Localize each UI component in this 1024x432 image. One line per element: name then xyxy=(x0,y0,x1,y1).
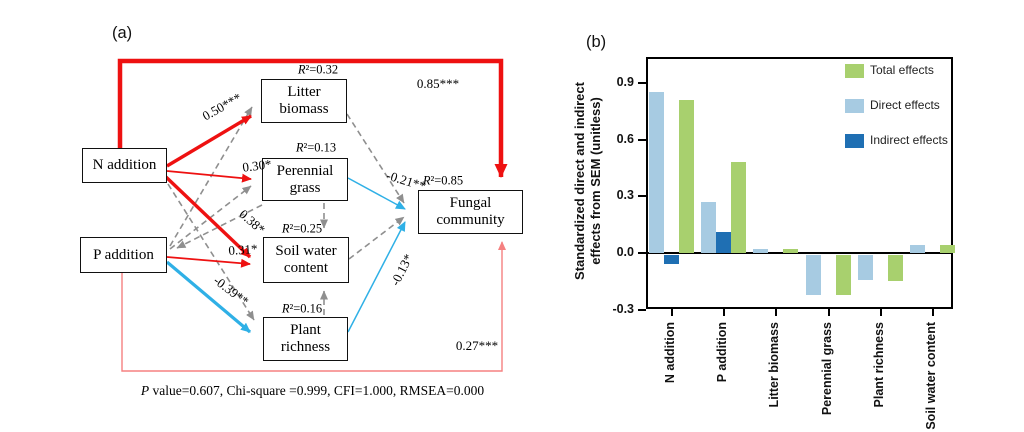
box-p-addition-label: P addition xyxy=(93,246,154,263)
bar-indirect-effects-n-addition xyxy=(664,255,679,264)
path-plant-richness-to-fungal-community xyxy=(347,221,406,333)
x-tick-mark xyxy=(723,309,725,316)
y-tick-mark xyxy=(638,82,646,84)
box-p-addition: P addition xyxy=(80,237,167,273)
path-n-addition-to-fungal-community xyxy=(117,58,508,178)
path-p-addition-to-fungal-community xyxy=(121,241,506,372)
box-plant-richness: Plant richness xyxy=(263,317,348,361)
fit-statistics-p: P xyxy=(140,383,150,398)
x-tick-mark xyxy=(880,309,882,316)
path-p-addition-to-litter-biomass xyxy=(169,106,253,247)
box-fungal-community: Fungal community xyxy=(418,190,523,234)
box-fungal-community-label: Fungal community xyxy=(436,195,505,228)
y-tick-mark xyxy=(638,195,646,197)
coef-n-to-fungal: 0.85*** xyxy=(416,76,460,91)
bar-direct-effects-n-addition xyxy=(649,92,664,253)
bar-total-effects-litter-biomass xyxy=(783,249,798,253)
legend-label-indirect-effects: Indirect effects xyxy=(870,133,948,147)
path-perennial-grass-to-fungal-community xyxy=(347,177,406,210)
bar-total-effects-p-addition xyxy=(731,162,746,253)
r2-fungal-community: R²=0.85 xyxy=(422,173,464,188)
box-perennial-grass-label: Perennial grass xyxy=(276,162,334,196)
path-n-addition-to-plant-richness xyxy=(167,183,255,321)
r2-plant-richness: R²=0.16 xyxy=(281,301,323,316)
y-tick-label: 0.0 xyxy=(616,245,634,259)
y-tick-label: 0.3 xyxy=(616,188,634,202)
legend-swatch-total-effects xyxy=(845,64,864,78)
x-tick-mark xyxy=(932,309,934,316)
path-n-addition-to-soil-water xyxy=(164,175,252,259)
box-plant-richness-label: Plant richness xyxy=(280,322,331,355)
path-litter-biomass-to-fungal-community xyxy=(346,113,405,204)
plot-area xyxy=(646,57,955,309)
path-p-addition-to-plant-richness xyxy=(165,260,252,334)
bar-total-effects-plant-richness xyxy=(888,255,903,281)
y-tick-label: 0.6 xyxy=(616,132,634,146)
x-tick-mark xyxy=(775,309,777,316)
y-tick-mark xyxy=(638,139,646,141)
r2-litter-biomass: R²=0.32 xyxy=(297,62,339,77)
box-n-addition-label: N addition xyxy=(92,157,157,174)
path-perennial-grass-to-p-addition xyxy=(176,204,263,249)
path-p-addition-to-soil-water xyxy=(166,256,251,268)
fit-statistics: P value=0.607, Chi-square =0.999, CFI=1.… xyxy=(110,383,515,399)
path-n-addition-to-perennial-grass xyxy=(166,170,252,183)
bar-direct-effects-p-addition xyxy=(701,202,716,253)
bar-direct-effects-perennial-grass xyxy=(806,255,821,295)
zero-line xyxy=(646,252,953,254)
path-n-addition-to-litter-biomass xyxy=(166,114,252,168)
path-soil-water-to-fungal-community xyxy=(348,216,405,260)
legend-label-direct-effects: Direct effects xyxy=(870,98,940,112)
bar-direct-effects-litter-biomass xyxy=(753,249,768,253)
bar-total-effects-perennial-grass xyxy=(836,255,851,295)
bar-indirect-effects-p-addition xyxy=(716,232,731,253)
y-tick-label: -0.3 xyxy=(612,302,634,316)
box-litter-biomass-label: Litter biomass xyxy=(279,84,329,117)
legend-label-total-effects: Total effects xyxy=(870,63,934,77)
y-tick-label: 0.9 xyxy=(616,75,634,89)
coef-p-to-soil: 0.31* xyxy=(227,240,259,259)
r2-soil-water: R²=0.25 xyxy=(281,221,323,236)
r2-perennial-grass: R²=0.13 xyxy=(295,140,337,155)
box-soil-water-content: Soil water content xyxy=(263,237,349,283)
legend-swatch-indirect-effects xyxy=(845,134,864,148)
bar-total-effects-soil-water-content xyxy=(940,245,955,253)
coef-p-to-fungal: 0.27*** xyxy=(455,338,499,353)
y-tick-mark xyxy=(638,252,646,254)
legend-swatch-direct-effects xyxy=(845,99,864,113)
panel-a-label: (a) xyxy=(112,24,133,42)
x-tick-mark xyxy=(671,309,673,316)
fit-statistics-rest: value=0.607, Chi-square =0.999, CFI=1.00… xyxy=(149,383,485,398)
y-tick-mark xyxy=(638,309,646,311)
x-tick-mark xyxy=(828,309,830,316)
bar-total-effects-n-addition xyxy=(679,100,694,253)
bar-direct-effects-soil-water-content xyxy=(910,245,925,253)
box-soil-water-label: Soil water content xyxy=(275,243,337,276)
bar-direct-effects-plant-richness xyxy=(858,255,873,280)
panel-b-label: (b) xyxy=(586,33,607,51)
box-litter-biomass: Litter biomass xyxy=(261,79,347,123)
box-perennial-grass: Perennial grass xyxy=(262,158,348,201)
box-n-addition: N addition xyxy=(82,148,167,183)
